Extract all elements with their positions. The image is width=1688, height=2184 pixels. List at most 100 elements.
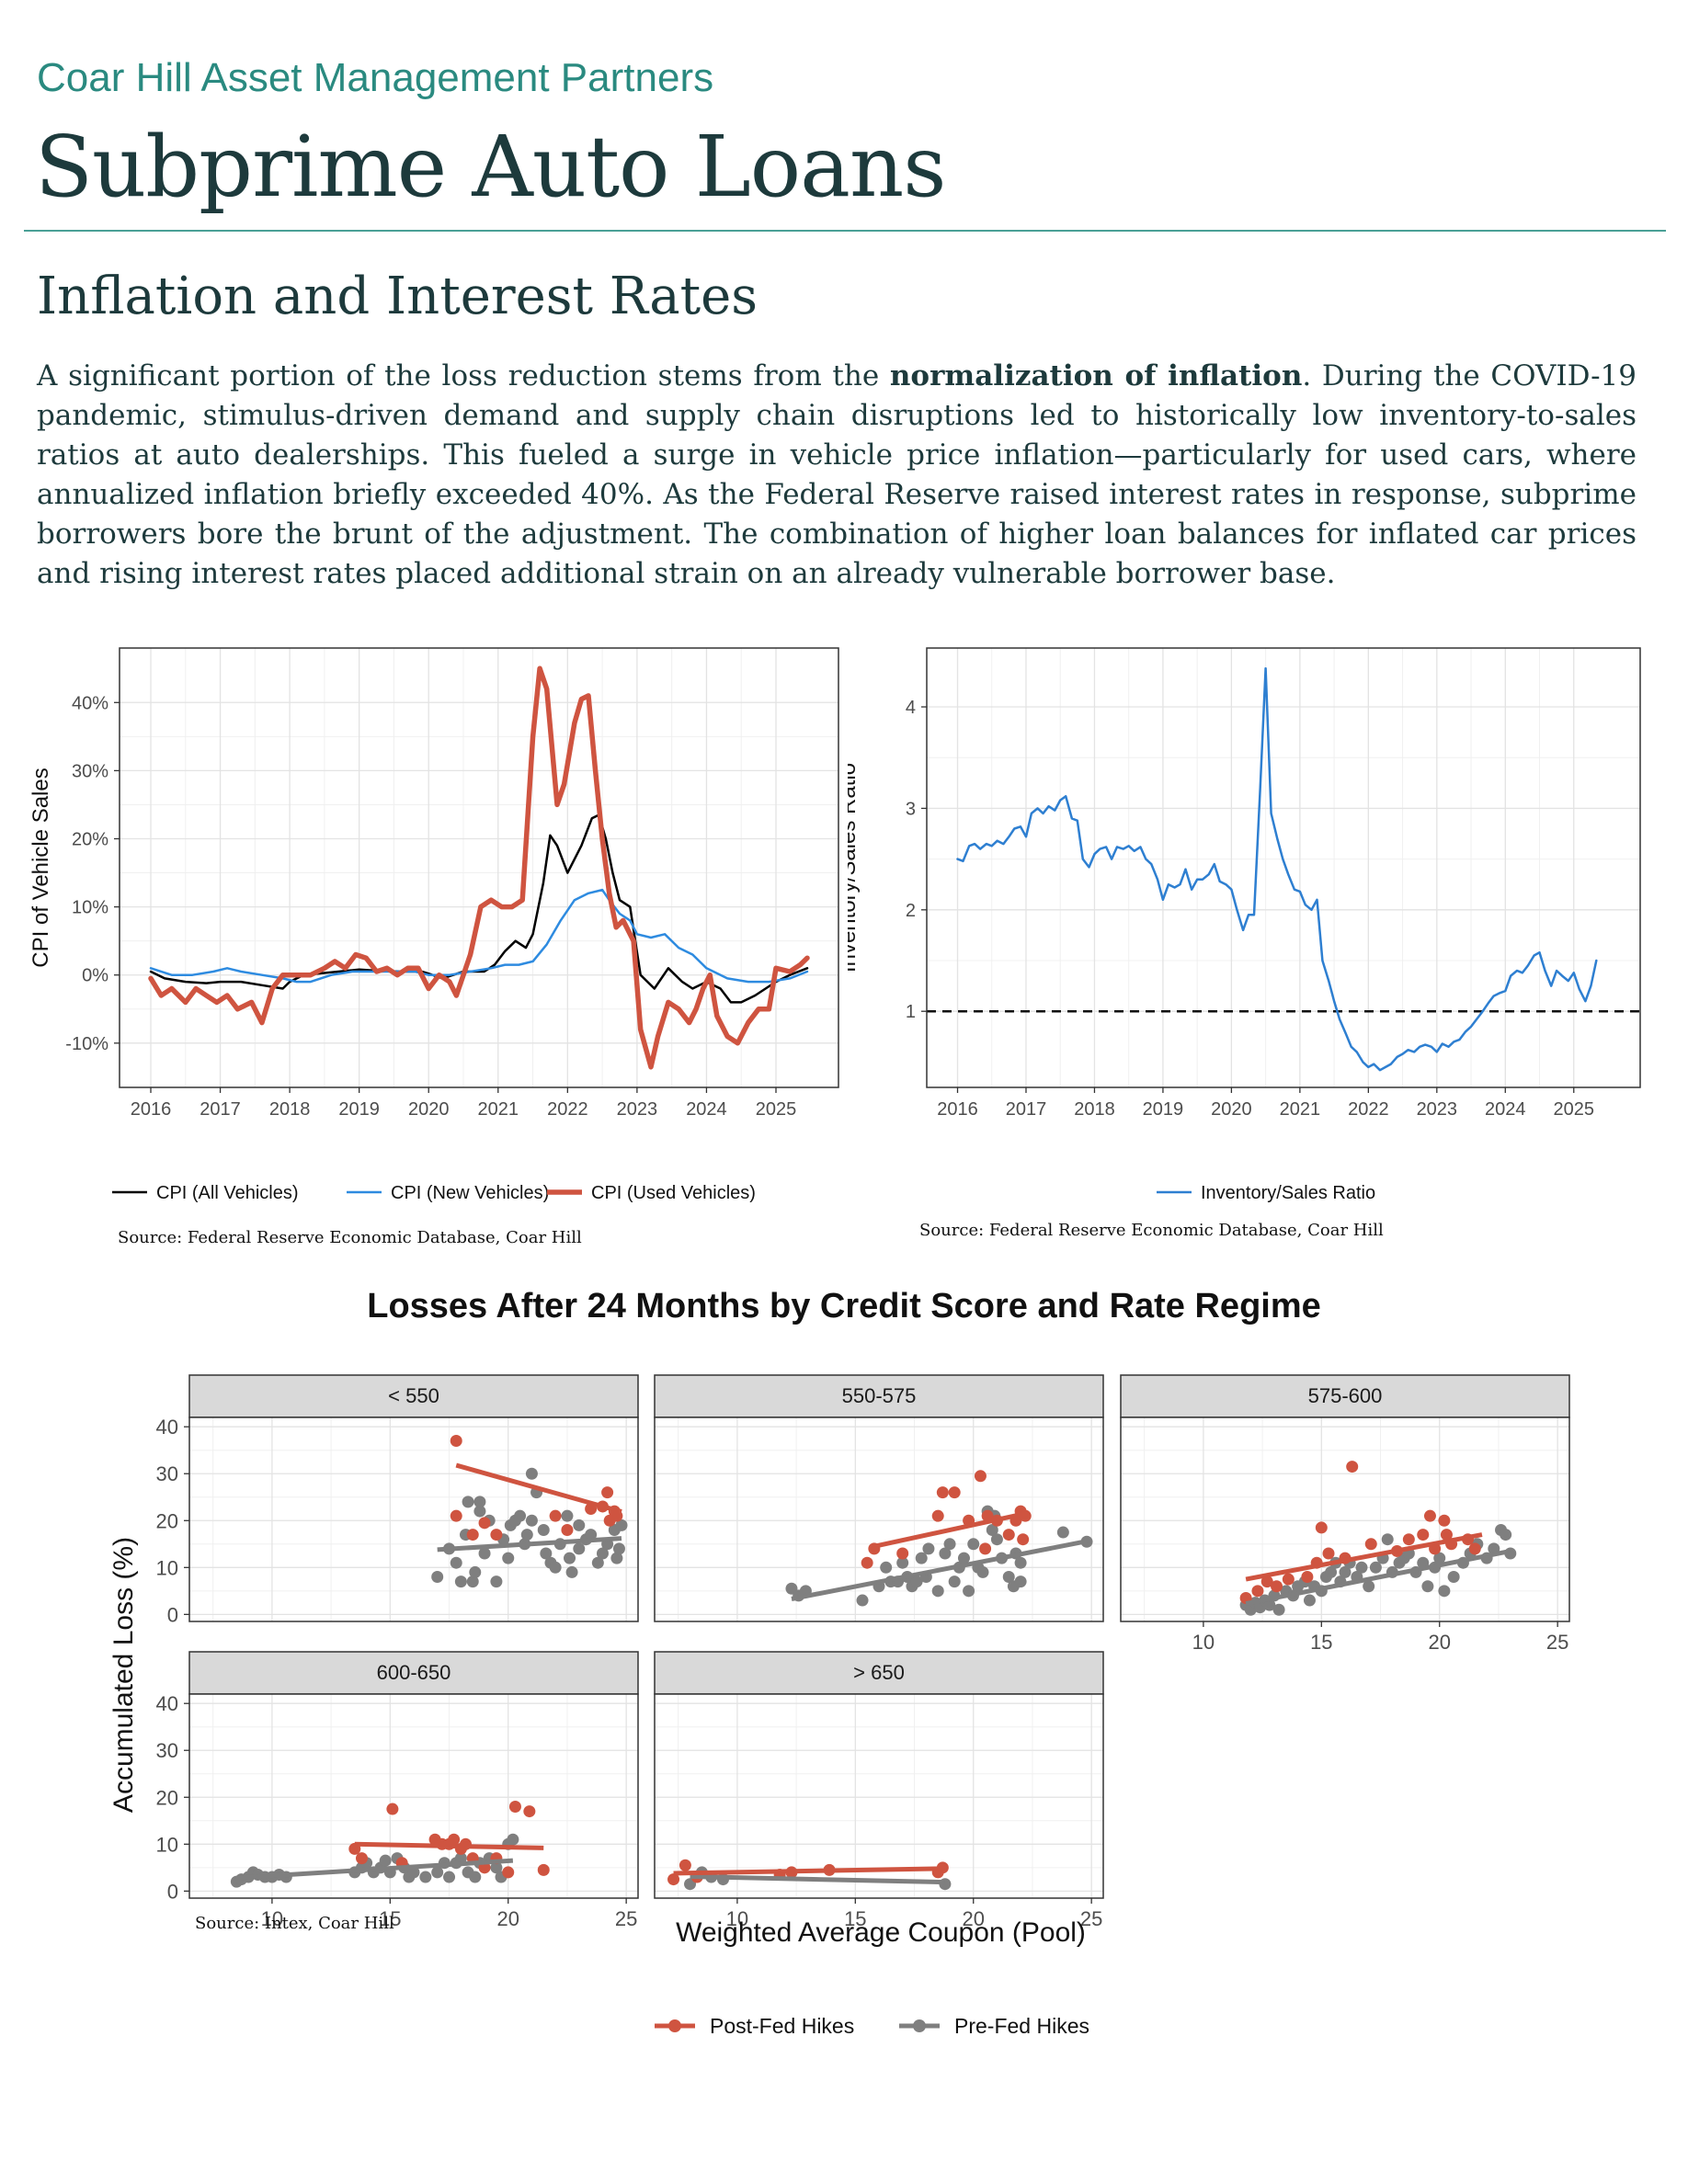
x-tick-label: 10 <box>1192 1631 1215 1654</box>
page-title: Subprime Auto Loans <box>35 118 946 216</box>
pre-fed-point <box>591 1556 604 1569</box>
post-fed-point <box>561 1523 574 1536</box>
post-fed-point <box>679 1859 691 1871</box>
plot-background <box>927 648 1640 1087</box>
post-fed-point <box>448 1833 461 1846</box>
x-tick-label: 25 <box>1546 1631 1568 1654</box>
pre-fed-point <box>1433 1552 1446 1564</box>
x-tick-label: 2016 <box>131 1099 172 1120</box>
post-fed-point <box>667 1873 680 1886</box>
pre-fed-point <box>1363 1580 1375 1593</box>
y-axis-label: Inventory/Sales Ratio <box>848 763 861 973</box>
post-fed-point <box>1017 1533 1030 1546</box>
post-fed-point <box>603 1514 616 1527</box>
legend-label: Inventory/Sales Ratio <box>1201 1183 1375 1203</box>
post-fed-point <box>1364 1538 1377 1551</box>
post-fed-point <box>1440 1529 1453 1541</box>
pre-fed-point <box>957 1552 970 1564</box>
pre-fed-trendline <box>236 1858 514 1881</box>
facet-strip <box>188 1651 639 1695</box>
pre-fed-point <box>454 1852 467 1865</box>
y-tick-label: 30 <box>156 1739 178 1762</box>
post-fed-point <box>1315 1521 1328 1534</box>
cpi-source-note: Source: Federal Reserve Economic Databas… <box>118 1228 582 1247</box>
facet-strip <box>654 1374 1104 1418</box>
post-fed-point <box>1417 1529 1430 1541</box>
post-fed-point <box>1260 1575 1273 1588</box>
pre-fed-point <box>507 1833 519 1846</box>
y-tick-label: 10 <box>156 1833 178 1856</box>
pre-fed-point <box>931 1585 944 1598</box>
pre-fed-point <box>573 1542 586 1555</box>
post-fed-point <box>1251 1585 1264 1598</box>
post-fed-point <box>502 1866 515 1879</box>
pre-fed-point <box>469 1871 482 1883</box>
post-fed-point <box>386 1803 399 1815</box>
x-tick-label: 2023 <box>617 1099 658 1120</box>
x-tick-label: 2023 <box>1417 1099 1458 1120</box>
x-tick-label: 2019 <box>338 1099 380 1120</box>
y-tick-label: 40 <box>156 1416 178 1439</box>
x-tick-label: 2021 <box>1280 1099 1321 1120</box>
x-tick-label: 25 <box>615 1907 637 1930</box>
pre-fed-point <box>856 1594 869 1607</box>
y-tick-label: 0 <box>167 1880 178 1903</box>
paragraph-text-b: . During the COVID-19 pandemic, stimulus… <box>37 359 1637 590</box>
loss-scatter-chart: < 550 0 10 20 30 40 550-575 575-600 10 15 20 25 600-… <box>108 1374 1570 2038</box>
series-line <box>149 888 809 984</box>
pre-fed-point <box>880 1561 893 1574</box>
post-fed-point <box>1322 1547 1335 1560</box>
pre-fed-point <box>514 1509 527 1522</box>
pre-fed-point <box>407 1866 420 1879</box>
firm-name: Coar Hill Asset Management Partners <box>37 55 714 100</box>
panel-border <box>654 1693 1104 1899</box>
x-tick-label: 2024 <box>686 1099 727 1120</box>
pre-fed-point <box>1325 1565 1338 1578</box>
pre-fed-trendline <box>1245 1548 1511 1607</box>
x-tick-label: 20 <box>1428 1631 1450 1654</box>
pre-fed-point <box>976 1565 989 1578</box>
post-fed-point <box>549 1509 562 1522</box>
pre-fed-point <box>1303 1594 1316 1607</box>
pre-fed-point <box>1447 1571 1460 1584</box>
section-heading: Inflation and Interest Rates <box>37 267 758 326</box>
x-axis-label: Weighted Average Coupon (Pool) <box>676 1917 1086 1948</box>
plot-border <box>926 647 1641 1088</box>
x-tick-label: 2025 <box>1554 1099 1595 1120</box>
pre-fed-trendline <box>791 1539 1088 1601</box>
facet-label: 575-600 <box>1308 1384 1383 1407</box>
x-tick-label: 15 <box>379 1907 401 1930</box>
post-fed-point <box>523 1805 536 1818</box>
y-tick-label: 20 <box>156 1509 178 1532</box>
pre-fed-point <box>896 1556 909 1569</box>
pre-fed-trendline <box>690 1874 945 1885</box>
pre-fed-point <box>1002 1571 1015 1584</box>
pre-fed-point <box>610 1552 623 1564</box>
pre-fed-point <box>431 1866 444 1879</box>
paragraph-emphasis: normalization of inflation <box>889 359 1303 392</box>
post-fed-point <box>861 1556 873 1569</box>
pre-fed-point <box>948 1575 961 1588</box>
panel-background <box>189 1694 638 1898</box>
x-tick-label: 2021 <box>478 1099 519 1120</box>
pre-fed-point <box>943 1538 956 1551</box>
post-fed-point <box>1402 1533 1415 1546</box>
pre-fed-point <box>549 1561 562 1574</box>
pre-fed-trendline <box>437 1536 622 1553</box>
x-tick-label: 10 <box>726 1907 748 1930</box>
y-tick-label: 40 <box>156 1692 178 1715</box>
y-tick-label: 2 <box>906 901 916 921</box>
pre-fed-point <box>910 1575 923 1588</box>
panel-border <box>1120 1416 1570 1622</box>
x-tick-label: 2024 <box>1485 1099 1526 1120</box>
post-fed-point <box>948 1486 961 1499</box>
x-tick-label: 2020 <box>1211 1099 1252 1120</box>
pre-fed-point <box>1421 1580 1434 1593</box>
pre-fed-point <box>922 1542 935 1555</box>
y-tick-label: 4 <box>906 698 916 718</box>
cpi-chart: 2016 2017 2018 2019 2020 2021 2022 2023 2024 2025… <box>29 647 839 1203</box>
pre-fed-point <box>540 1547 553 1560</box>
pre-fed-point <box>1369 1561 1382 1574</box>
x-tick-label: 2020 <box>408 1099 450 1120</box>
pre-fed-point <box>473 1496 486 1508</box>
